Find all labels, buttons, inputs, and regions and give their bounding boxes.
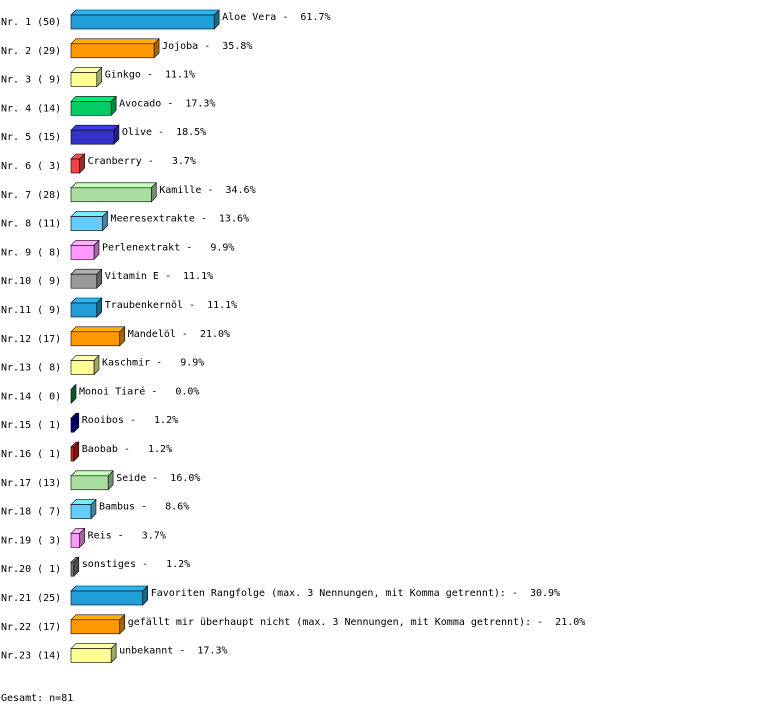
value-label: Aloe Vera - 61.7% [222,12,330,23]
bar [70,475,109,491]
category-label: Nr. 8 (11) [1,219,61,230]
footer: Gesamt: n=81 [1,693,73,704]
bar [70,446,75,462]
bar-side [70,383,77,405]
category-label: Nr.17 (13) [1,478,61,489]
category-label: Nr.22 (17) [1,622,61,633]
bar [70,302,98,318]
category-label: Nr.16 ( 1) [1,449,61,460]
bar-top [70,614,126,621]
category-label: Nr. 6 ( 3) [1,161,61,172]
value-label: Mandelöl - 21.0% [128,329,230,340]
bar-top [70,211,109,217]
bar-top [70,643,117,649]
bar [70,158,80,174]
bar-top [70,96,117,102]
category-label: Nr. 3 ( 9) [1,75,61,86]
value-label: Monoi Tiaré - 0.0% [79,385,199,397]
value-label: Seide - 16.0% [116,473,200,484]
bar [70,331,121,347]
category-label: Nr. 1 (50) [1,17,61,28]
category-label: Nr.18 ( 7) [1,507,61,518]
bar-top [70,124,120,131]
value-label: Favoriten Rangfolge (max. 3 Nennungen, m… [151,588,560,599]
bar [70,360,95,375]
bar [70,101,112,116]
value-label: Rooibos - 1.2% [82,415,178,426]
value-label: Jojoba - 35.8% [162,41,252,52]
value-label: Baobab - 1.2% [82,444,172,455]
value-label: Ginkgo - 11.1% [105,70,195,81]
category-label: Nr.10 ( 9) [1,276,61,287]
bar-top [70,326,126,333]
value-label: Perlenextrakt - 9.9% [102,242,234,253]
category-label: Nr.19 ( 3) [1,535,61,546]
bar [70,72,98,87]
bar [70,561,75,577]
bar [70,533,80,548]
value-label: gefällt mir überhaupt nicht (max. 3 Nenn… [128,617,586,628]
bar-top [70,470,114,477]
value-label: Avocado - 17.3% [119,98,215,109]
category-label: Nr. 5 (15) [1,132,61,143]
value-label: unbekannt - 17.3% [119,646,227,657]
bar [70,216,103,231]
value-label: Kamille - 34.6% [159,185,255,196]
category-label: Nr.20 ( 1) [1,564,61,575]
bar-top [70,182,157,189]
category-label: Nr.21 (25) [1,593,61,604]
category-label: Nr. 7 (28) [1,190,61,201]
category-label: Nr.23 (14) [1,651,61,662]
value-label: Meeresextrakte - 13.6% [111,214,249,225]
value-label: Cranberry - 3.7% [88,156,196,167]
bar [70,417,75,433]
bar [70,14,215,30]
category-label: Nr.11 ( 9) [1,305,61,316]
value-label: Olive - 18.5% [122,127,206,138]
value-label: Reis - 3.7% [88,530,166,541]
bar [70,129,115,145]
category-label: Nr. 4 (14) [1,103,61,114]
value-label: sonstiges - 1.2% [82,559,190,570]
value-label: Vitamin E - 11.1% [105,271,213,282]
value-label: Bambus - 8.6% [99,502,189,513]
bar [70,590,143,606]
value-label: Kaschmir - 9.9% [102,358,204,369]
category-label: Nr. 9 ( 8) [1,247,61,258]
category-label: Nr.12 (17) [1,334,61,345]
bar [70,504,92,519]
bar [70,648,112,663]
bar-top [70,585,149,592]
bar [70,619,121,635]
bar [70,187,152,203]
category-label: Nr.14 ( 0) [1,391,61,402]
bar [70,273,98,289]
bar-top [70,9,220,16]
bar-top [70,38,160,45]
category-label: Nr. 2 (29) [1,46,61,57]
category-label: Nr.13 ( 8) [1,363,61,374]
category-label: Nr.15 ( 1) [1,420,61,431]
bar [70,43,155,59]
bar [70,245,95,260]
value-label: Traubenkernöl - 11.1% [105,300,237,311]
